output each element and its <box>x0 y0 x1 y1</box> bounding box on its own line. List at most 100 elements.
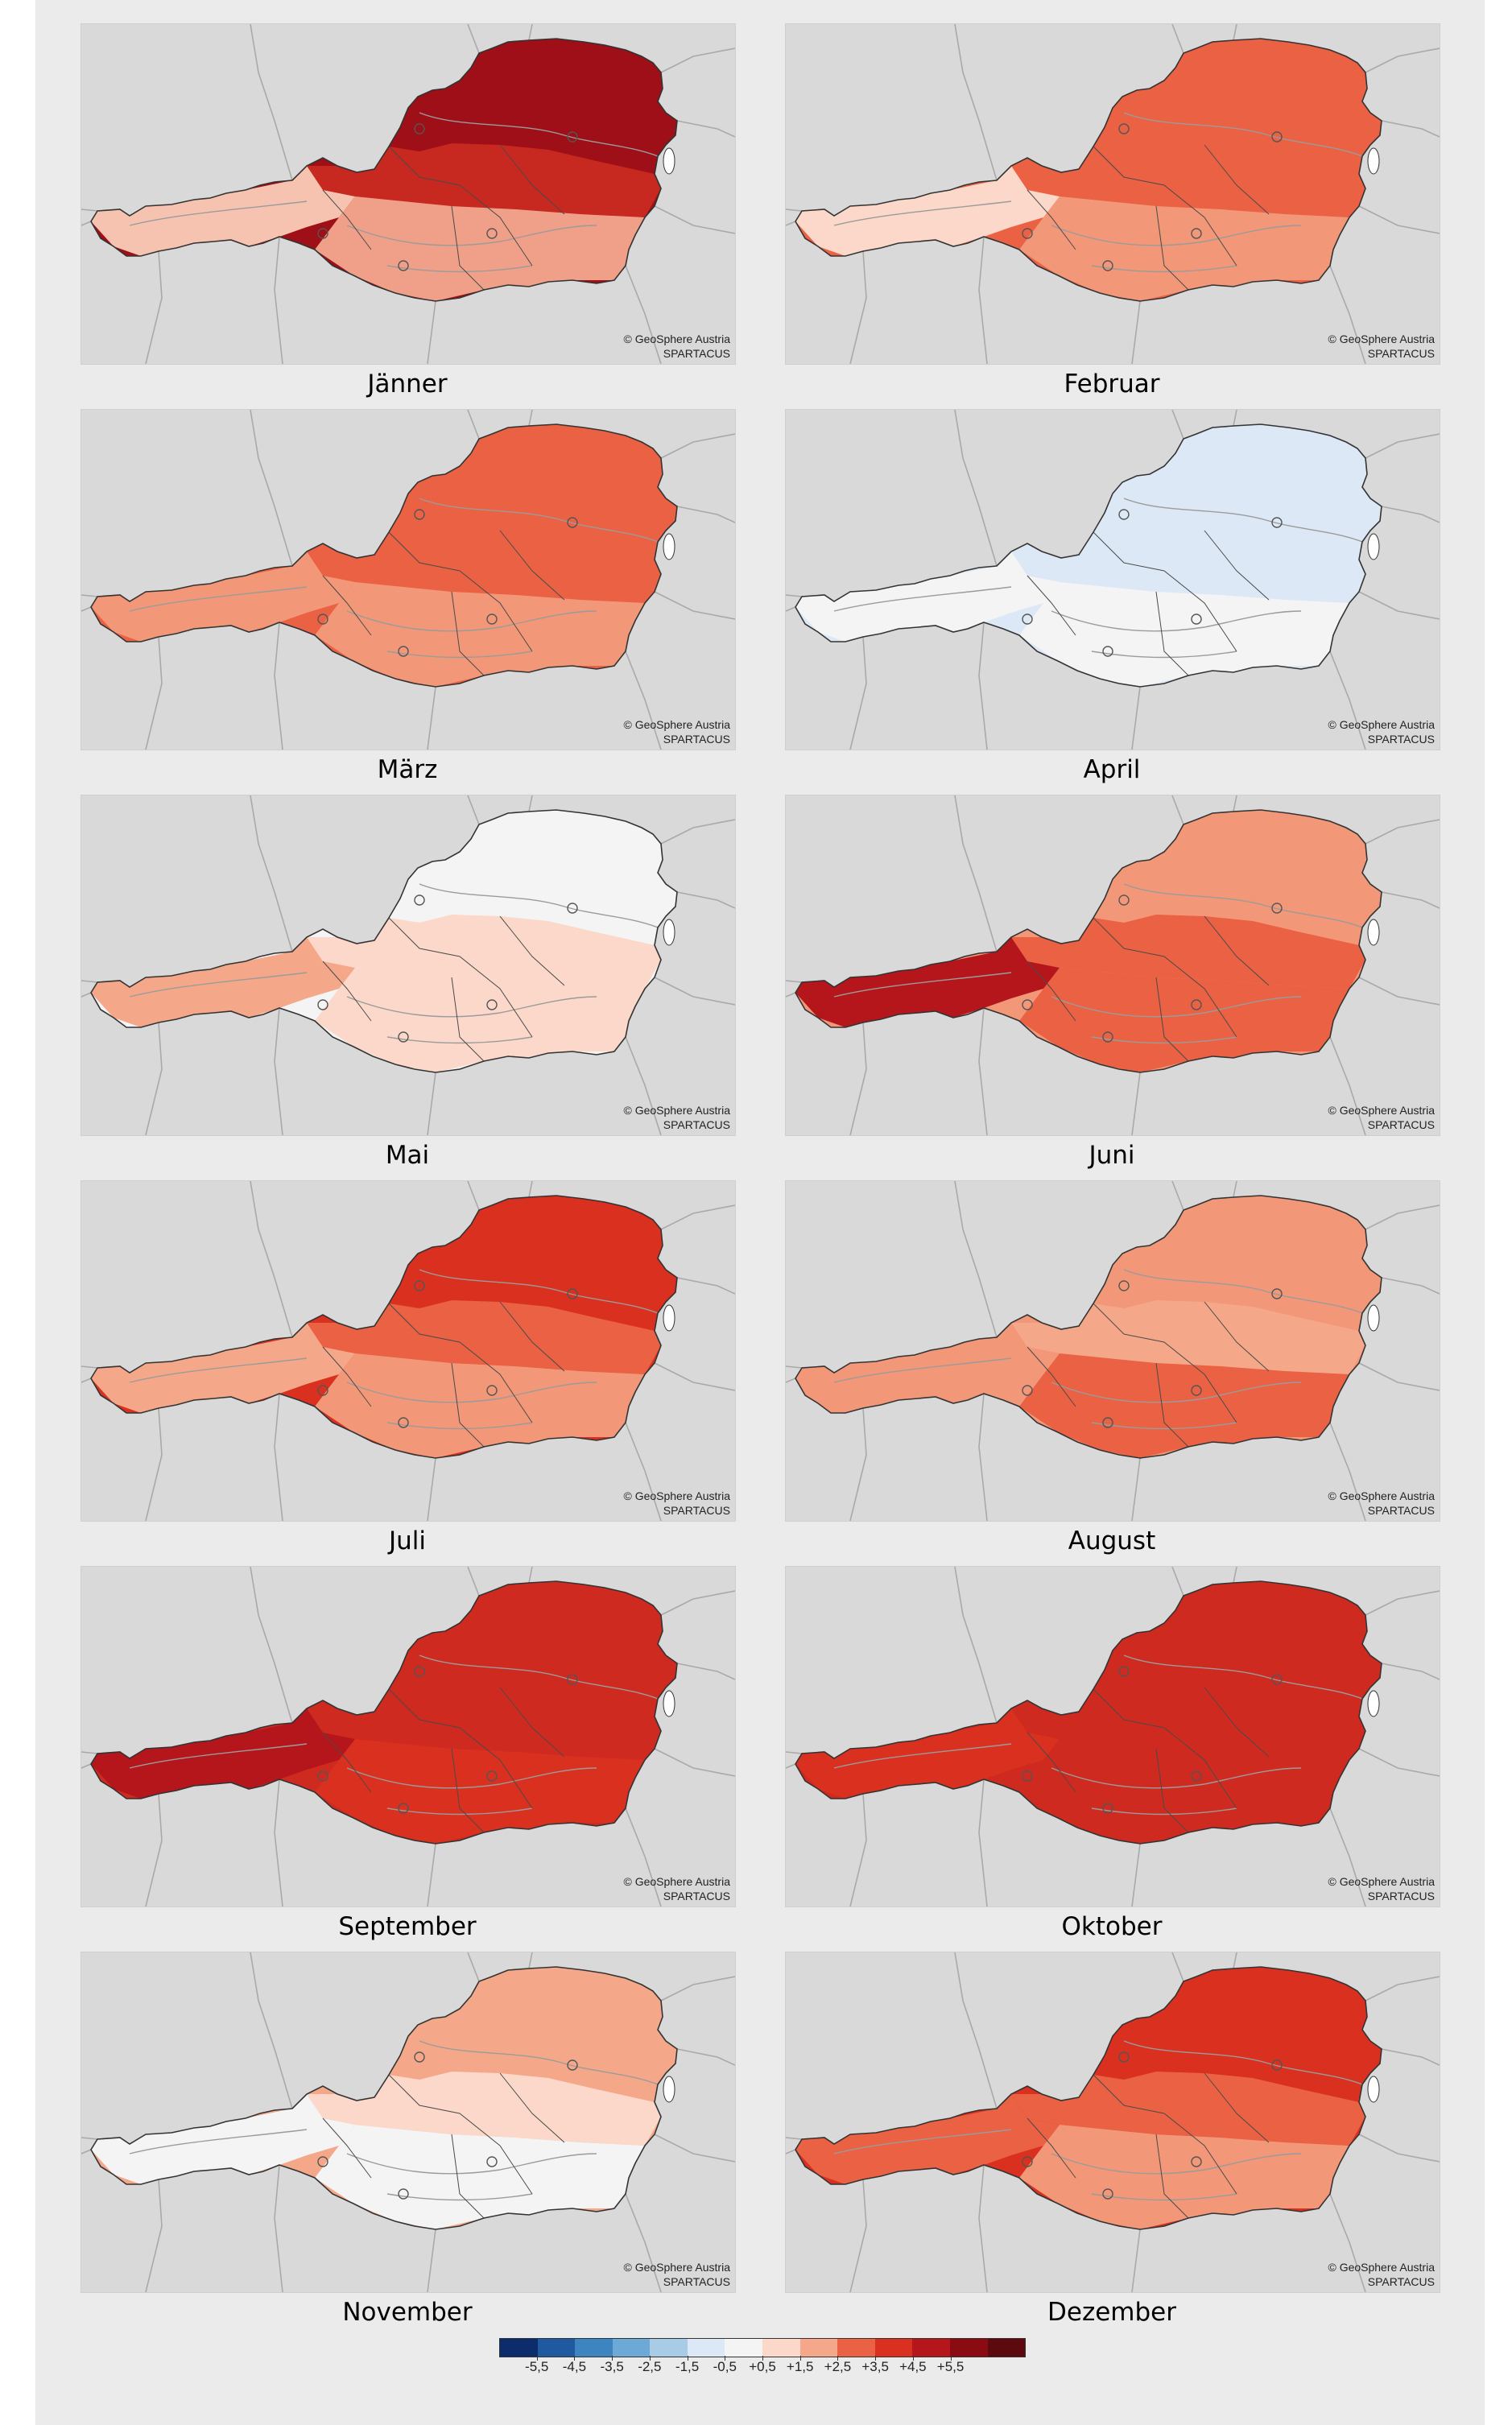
city-marker <box>414 1666 425 1677</box>
country-border-line <box>467 410 480 440</box>
credit-spartacus: SPARTACUS <box>663 1504 730 1517</box>
country-border-line <box>528 795 533 812</box>
country-border-line <box>145 636 163 750</box>
river-line <box>1123 883 1374 933</box>
city-marker <box>1271 1288 1283 1299</box>
legend-tick-labels: -5,5 -4,5 -3,5 -2,5 -1,5 -0,5 +0,5 +1,5 +2,5 +3,5… <box>499 2356 1026 2383</box>
map-panel-11: © GeoSphere Austria SPARTACUS <box>81 1952 736 2293</box>
country-border-line <box>654 591 735 620</box>
austria-map <box>786 410 1440 750</box>
austria-outline <box>90 1195 678 1459</box>
legend-tick-mark <box>536 2356 538 2361</box>
legend-color-cell <box>874 2339 913 2357</box>
month-label: November <box>342 2298 473 2327</box>
country-border-line <box>1171 795 1184 825</box>
state-border-line <box>322 1346 372 1407</box>
river-line <box>1123 2040 1374 2090</box>
credit-geosphere: © GeoSphere Austria <box>1328 718 1435 731</box>
country-border-line <box>676 506 735 523</box>
country-border-line <box>1131 1072 1141 1135</box>
state-border-line <box>1027 2117 1076 2179</box>
city-marker <box>567 903 578 914</box>
legend-color-cell <box>987 2339 1026 2357</box>
city-marker <box>1118 1280 1130 1291</box>
country-border-line <box>978 1393 988 1521</box>
state-border-line <box>451 591 485 676</box>
state-border-line <box>1091 144 1237 266</box>
state-border-line <box>1027 575 1076 636</box>
state-border-line <box>1155 1362 1189 1448</box>
anomaly-region <box>1093 1197 1382 1331</box>
state-border-line <box>451 1748 485 1833</box>
lake-neusiedl <box>663 1690 675 1717</box>
river-line <box>346 610 597 632</box>
city-marker <box>1191 1385 1202 1396</box>
anomaly-region <box>307 915 661 989</box>
country-border-line <box>1233 795 1237 812</box>
legend-tick-mark <box>799 2356 801 2361</box>
legend-tick-label: -0,5 <box>713 2359 737 2374</box>
state-border-line <box>386 530 533 652</box>
anomaly-region <box>1093 1583 1382 1717</box>
country-border-line <box>528 24 533 41</box>
lake-neusiedl <box>663 2076 675 2103</box>
city-marker <box>1102 1803 1113 1814</box>
country-border-line <box>849 1793 867 1907</box>
credit-geosphere: © GeoSphere Austria <box>1328 1104 1435 1117</box>
anomaly-region <box>315 968 645 1072</box>
country-border-line <box>274 1393 283 1521</box>
country-border-line <box>1171 1567 1184 1597</box>
credit-spartacus: SPARTACUS <box>1367 2275 1435 2288</box>
city-marker <box>1022 228 1033 239</box>
river-line <box>1091 2193 1237 2201</box>
country-border-line <box>1358 205 1440 234</box>
river-line <box>1123 112 1374 162</box>
country-border-line <box>625 651 662 750</box>
legend-color-cell <box>687 2339 725 2357</box>
austria-outline <box>795 809 1382 1073</box>
map-credit: © GeoSphere Austria SPARTACUS <box>1328 2260 1435 2289</box>
anomaly-region <box>389 426 677 560</box>
austria-map <box>81 1952 735 2292</box>
country-border-line <box>427 1843 436 1907</box>
map-credit: © GeoSphere Austria SPARTACUS <box>1328 1874 1435 1903</box>
legend-color-cell <box>912 2339 950 2357</box>
legend-color-cell <box>799 2339 838 2357</box>
month-label: Februar <box>1064 370 1160 399</box>
river-line <box>1091 265 1237 273</box>
map-panel-10: © GeoSphere Austria SPARTACUS <box>785 1566 1440 1907</box>
country-border-line <box>528 1567 533 1584</box>
country-border-line <box>1329 265 1366 364</box>
credit-geosphere: © GeoSphere Austria <box>623 1875 730 1888</box>
river-line <box>1051 2153 1302 2175</box>
map-panel-9: © GeoSphere Austria SPARTACUS <box>81 1566 736 1907</box>
state-border-line <box>1091 530 1237 652</box>
anomaly-region <box>1011 143 1365 217</box>
country-border-line <box>467 1567 480 1597</box>
city-marker <box>398 1031 409 1043</box>
country-border-line <box>954 1952 998 2109</box>
country-border-line <box>274 1778 283 1907</box>
river-line <box>1051 996 1302 1018</box>
city-marker <box>398 1803 409 1814</box>
city-marker <box>1022 613 1033 625</box>
country-border-line <box>1358 977 1440 1006</box>
country-border-line <box>427 686 436 750</box>
city-marker <box>1118 123 1130 134</box>
country-border-line <box>849 2179 867 2292</box>
river-line <box>346 225 597 246</box>
month-label: April <box>1083 755 1141 784</box>
city-marker <box>414 894 425 906</box>
anomaly-region <box>1093 40 1382 174</box>
austria-outline <box>795 38 1382 302</box>
austria-map <box>786 24 1440 364</box>
city-marker <box>1022 1385 1033 1396</box>
country-border-line <box>978 236 988 364</box>
state-border-line <box>499 530 565 601</box>
city-marker <box>486 2156 498 2167</box>
state-border-line <box>499 2072 565 2143</box>
state-border-line <box>1204 1301 1270 1372</box>
state-border-line <box>1027 1732 1076 1793</box>
city-marker <box>1271 1674 1283 1685</box>
country-border-line <box>786 2149 796 2154</box>
